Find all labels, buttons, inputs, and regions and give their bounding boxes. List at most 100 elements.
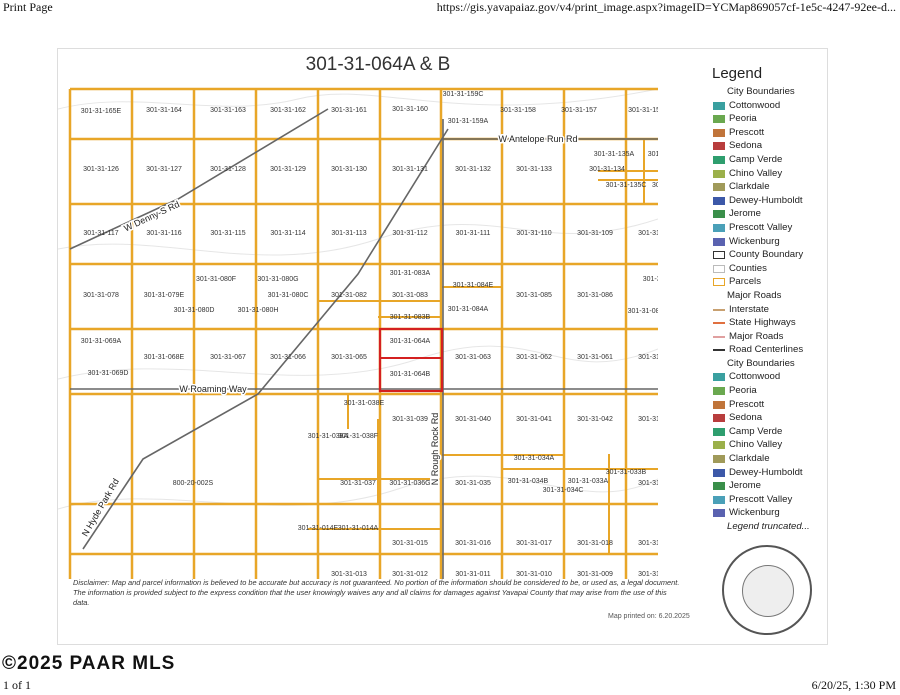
parcel-label: 301-31-066 — [270, 354, 306, 361]
legend-label: Jerome — [729, 480, 761, 492]
map-print-frame: 301-31-165E 301-31-164 301-31-163 301-31-16… — [57, 48, 828, 645]
legend-item: County Boundary — [707, 248, 825, 262]
browser-page-title: Print Page — [3, 0, 53, 14]
legend-label: Prescott — [729, 398, 765, 410]
parcel-label: 301-31-135A — [594, 151, 635, 158]
road-label: N Hyde Park Rd — [80, 477, 121, 538]
legend-item: Jerome — [707, 479, 825, 493]
mls-watermark: ©2025 PAAR MLS — [2, 653, 176, 674]
parcel-label: 301-31-013 — [331, 571, 367, 578]
terrain-contour — [58, 345, 658, 380]
parcel-map[interactable]: 301-31-165E 301-31-164 301-31-163 301-31-16… — [58, 49, 658, 579]
parcel-label: 301-31-065 — [331, 354, 367, 361]
legend-label: Jerome — [729, 208, 761, 220]
parcel-label: 301-31-062 — [516, 354, 552, 361]
map-legend: Legend City Boundaries Cottonwood Peoria Pr… — [707, 65, 825, 534]
parcel-label: 301-31-135F — [652, 182, 658, 189]
legend-item: Sedona — [707, 139, 825, 153]
legend-label: State Highways — [729, 317, 796, 329]
legend-label: Camp Verde — [729, 425, 783, 437]
legend-swatch — [713, 196, 725, 205]
legend-swatch — [713, 482, 725, 491]
parcel-label: 301-31-082 — [331, 292, 367, 299]
parcel-label: 301-31-087D — [628, 308, 658, 315]
legend-swatch — [713, 322, 725, 325]
parcel-label: 301-31-034C — [543, 487, 584, 494]
parcel-label: 301-31-159C — [443, 91, 484, 98]
legend-item: Peoria — [707, 112, 825, 126]
legend-label: Parcels — [729, 276, 761, 288]
legend-item: Chino Valley — [707, 438, 825, 452]
parcel-label: 301-31-011 — [455, 571, 490, 578]
legend-swatch — [713, 414, 725, 423]
legend-swatch — [713, 278, 725, 287]
legend-label: Wickenburg — [729, 507, 780, 519]
parcel-label: 301-31-033A — [568, 478, 609, 485]
legend-swatch — [713, 495, 725, 504]
map-title: 301-31-064A & B — [305, 54, 451, 75]
parcel-label: 301-31-083B — [390, 314, 431, 321]
parcel-label: 301-31-080D — [174, 307, 215, 314]
legend-swatch — [713, 142, 725, 151]
map-printed-date: Map printed on: 6.20.2025 — [608, 613, 690, 620]
parcel-label: 301-31-014E — [298, 525, 339, 532]
legend-swatch — [713, 400, 725, 409]
legend-label: Sedona — [729, 140, 763, 152]
parcel-label: 301-31-163 — [210, 107, 246, 114]
legend-swatch — [713, 223, 725, 232]
road-label: W Roaming Way — [179, 384, 247, 394]
terrain-contour — [58, 88, 658, 110]
parcel-label: 301-31-043 — [638, 416, 658, 423]
parcel-label: 301-31-087A — [643, 276, 658, 283]
legend-item: City Boundaries — [707, 85, 825, 99]
legend-label: Cottonwood — [729, 371, 781, 383]
parcel-label: 301-31-129 — [270, 166, 306, 173]
legend-item: Prescott — [707, 398, 825, 412]
legend-label: Interstate — [729, 303, 769, 315]
legend-item: Legend truncated... — [707, 520, 825, 534]
page-counter: 1 of 1 — [3, 678, 31, 692]
parcel-label: 301-31-069A — [81, 338, 122, 345]
legend-item: Dewey-Humboldt — [707, 194, 825, 208]
legend-swatch — [713, 335, 725, 338]
parcel-label: 301-31-161 — [331, 107, 367, 114]
parcel-label: 301-31-042 — [577, 416, 613, 423]
legend-swatch — [713, 251, 725, 260]
legend-label: Prescott — [729, 126, 765, 138]
parcel-label: 301-31-064A — [390, 338, 431, 345]
legend-label: Camp Verde — [729, 153, 783, 165]
legend-item: Jerome — [707, 207, 825, 221]
legend-label: Major Roads — [729, 330, 784, 342]
parcel-label: 301-31-034B — [508, 478, 549, 485]
parcel-label: 301-31-085 — [516, 292, 552, 299]
parcel-label: 301-31-134 — [589, 166, 625, 173]
parcel-label: 301-31-086 — [577, 292, 613, 299]
parcel-label: 301-31-038A — [308, 433, 349, 440]
parcel-label: 301-31-068E — [144, 354, 185, 361]
legend-label: Dewey-Humboldt — [729, 194, 803, 206]
parcel-label: 301-31-109 — [577, 230, 613, 237]
parcel-label: 301-31-032 — [638, 480, 658, 487]
legend-label: Clarkdale — [729, 453, 770, 465]
legend-swatch — [713, 128, 725, 137]
parcel-label: 301-31-110 — [516, 230, 551, 237]
parcel-label: 301-31-112 — [392, 230, 427, 237]
legend-label: Prescott Valley — [729, 221, 793, 233]
legend-title: Legend — [712, 65, 763, 82]
legend-swatch — [713, 115, 725, 124]
parcel-label: 301-31-159A — [448, 118, 489, 125]
legend-item: Clarkdale — [707, 452, 825, 466]
parcel-label: 301-31-041 — [516, 416, 552, 423]
legend-item: Cottonwood — [707, 370, 825, 384]
parcel-label: 301-31-019 — [638, 540, 658, 547]
legend-item: City Boundaries — [707, 357, 825, 371]
legend-item: Sedona — [707, 411, 825, 425]
legend-swatch — [713, 308, 725, 311]
terrain-contour — [58, 218, 658, 256]
legend-item: Road Centerlines — [707, 343, 825, 357]
parcel-label: 301-31-135C — [606, 182, 647, 189]
legend-swatch — [713, 264, 725, 273]
parcel-label: 301-31-130 — [331, 166, 367, 173]
parcel-label: 301-31-034A — [514, 455, 555, 462]
parcel-label: 301-31-061 — [577, 354, 613, 361]
